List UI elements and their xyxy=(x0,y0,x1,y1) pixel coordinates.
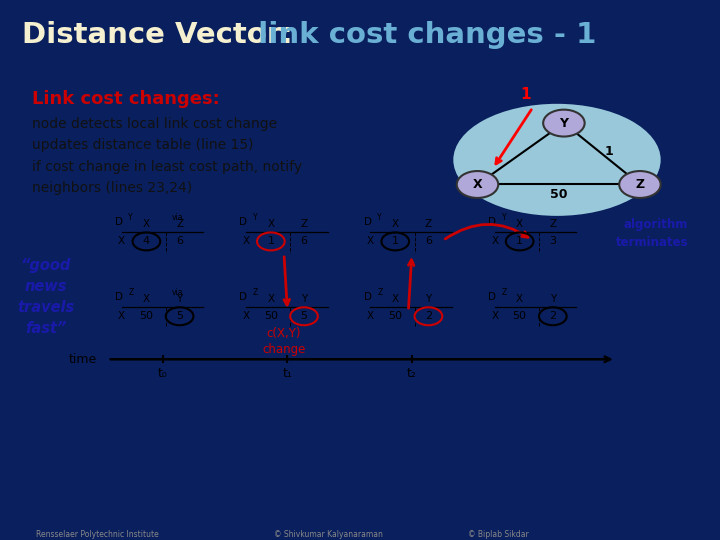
Text: 6: 6 xyxy=(425,237,432,246)
Text: t₁: t₁ xyxy=(282,367,292,380)
Circle shape xyxy=(543,110,585,137)
Text: 1: 1 xyxy=(267,237,274,246)
Text: via: via xyxy=(171,287,183,296)
Text: Y: Y xyxy=(176,294,183,304)
Text: Distance Vector:: Distance Vector: xyxy=(22,21,292,49)
Text: D: D xyxy=(115,217,123,227)
Text: 50: 50 xyxy=(513,311,526,321)
Text: 1: 1 xyxy=(521,87,531,102)
Text: Y: Y xyxy=(502,213,506,222)
Text: Z: Z xyxy=(635,178,644,191)
Text: Y: Y xyxy=(549,294,556,304)
Text: 50: 50 xyxy=(388,311,402,321)
Text: X: X xyxy=(243,237,250,246)
Text: t₀: t₀ xyxy=(158,367,168,380)
Text: Z: Z xyxy=(377,287,382,296)
Text: 50: 50 xyxy=(550,188,567,201)
Text: 50: 50 xyxy=(140,311,153,321)
Text: link cost changes - 1: link cost changes - 1 xyxy=(248,21,597,49)
Text: 4: 4 xyxy=(143,237,150,246)
Text: Rensselaer Polytechnic Institute: Rensselaer Polytechnic Institute xyxy=(36,530,158,539)
Text: X: X xyxy=(491,311,498,321)
Text: X: X xyxy=(118,311,125,321)
Text: 6: 6 xyxy=(300,237,307,246)
Text: 50: 50 xyxy=(264,311,278,321)
Text: node detects local link cost change
updates distance table (line 15)
if cost cha: node detects local link cost change upda… xyxy=(32,117,302,195)
Text: 2: 2 xyxy=(425,311,432,321)
Text: D: D xyxy=(488,217,496,227)
Text: © Biplab Sikdar: © Biplab Sikdar xyxy=(468,530,528,539)
Text: Y: Y xyxy=(377,213,382,222)
Text: 3: 3 xyxy=(549,237,557,246)
Text: c(X,Y)
change: c(X,Y) change xyxy=(262,327,306,355)
Text: D: D xyxy=(115,292,123,302)
Text: Y: Y xyxy=(559,117,568,130)
Text: algorithm
terminates: algorithm terminates xyxy=(616,218,688,249)
Text: Z: Z xyxy=(128,287,134,296)
Text: © Shivkumar Kalyanaraman: © Shivkumar Kalyanaraman xyxy=(274,530,382,539)
Text: 2: 2 xyxy=(549,311,557,321)
Text: D: D xyxy=(364,292,372,302)
Text: X: X xyxy=(516,294,523,304)
Text: X: X xyxy=(491,237,498,246)
Text: Z: Z xyxy=(300,219,307,230)
Text: 5: 5 xyxy=(176,311,183,321)
Text: X: X xyxy=(267,294,274,304)
Text: “good
news
travels
fast”: “good news travels fast” xyxy=(17,259,74,336)
Text: Z: Z xyxy=(253,287,258,296)
Text: X: X xyxy=(243,311,250,321)
Text: Y: Y xyxy=(301,294,307,304)
Text: Z: Z xyxy=(502,287,507,296)
Text: X: X xyxy=(392,219,399,230)
Text: Z: Z xyxy=(549,219,557,230)
Text: Link cost changes:: Link cost changes: xyxy=(32,90,220,109)
Text: X: X xyxy=(143,219,150,230)
Text: Y: Y xyxy=(426,294,431,304)
Text: 1: 1 xyxy=(605,145,613,158)
Circle shape xyxy=(619,171,661,198)
Text: 1: 1 xyxy=(392,237,399,246)
Text: time: time xyxy=(69,353,97,366)
Text: X: X xyxy=(516,219,523,230)
Text: X: X xyxy=(118,237,125,246)
Text: 1: 1 xyxy=(516,237,523,246)
Text: Z: Z xyxy=(176,219,183,230)
Text: X: X xyxy=(392,294,399,304)
Text: t₂: t₂ xyxy=(407,367,417,380)
Text: X: X xyxy=(267,219,274,230)
Text: D: D xyxy=(239,217,248,227)
Text: Y: Y xyxy=(128,213,133,222)
Text: D: D xyxy=(364,217,372,227)
Text: X: X xyxy=(473,178,482,191)
Text: Z: Z xyxy=(425,219,432,230)
Circle shape xyxy=(456,171,498,198)
Text: via: via xyxy=(171,213,183,222)
Text: D: D xyxy=(239,292,248,302)
Text: 5: 5 xyxy=(300,311,307,321)
Ellipse shape xyxy=(454,104,661,216)
Text: X: X xyxy=(366,311,374,321)
Text: 6: 6 xyxy=(176,237,183,246)
Text: X: X xyxy=(366,237,374,246)
Text: X: X xyxy=(143,294,150,304)
Text: D: D xyxy=(488,292,496,302)
Text: Y: Y xyxy=(253,213,258,222)
